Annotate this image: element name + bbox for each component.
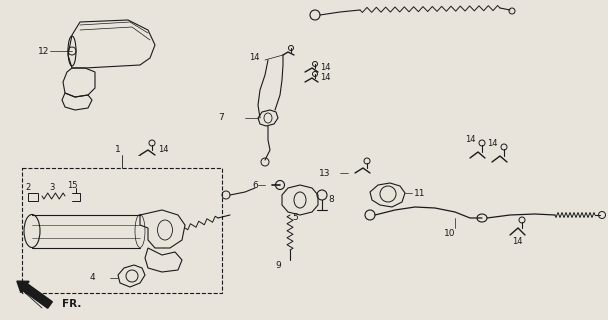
Text: 9: 9 bbox=[275, 260, 281, 269]
Text: 14: 14 bbox=[465, 135, 475, 145]
Text: 14: 14 bbox=[320, 63, 331, 73]
Text: 10: 10 bbox=[444, 229, 456, 238]
Text: 6: 6 bbox=[252, 180, 258, 189]
Text: 12: 12 bbox=[38, 46, 49, 55]
Text: 2: 2 bbox=[26, 183, 30, 193]
Text: 14: 14 bbox=[320, 74, 331, 83]
Bar bbox=[28, 193, 38, 201]
Text: 14: 14 bbox=[249, 53, 260, 62]
Text: 11: 11 bbox=[414, 188, 426, 197]
Text: FR.: FR. bbox=[62, 299, 81, 309]
FancyArrow shape bbox=[17, 281, 52, 308]
Text: 14: 14 bbox=[512, 237, 522, 246]
Text: 7: 7 bbox=[218, 114, 224, 123]
Text: 14: 14 bbox=[158, 146, 168, 155]
Text: 3: 3 bbox=[49, 183, 55, 193]
Text: 1: 1 bbox=[115, 146, 121, 155]
Text: 14: 14 bbox=[487, 140, 497, 148]
Text: 4: 4 bbox=[89, 274, 95, 283]
Bar bbox=[22, 168, 222, 293]
Text: 8: 8 bbox=[328, 196, 334, 204]
Text: 15: 15 bbox=[67, 180, 77, 189]
Text: 13: 13 bbox=[319, 169, 330, 178]
Text: 5: 5 bbox=[292, 213, 298, 222]
